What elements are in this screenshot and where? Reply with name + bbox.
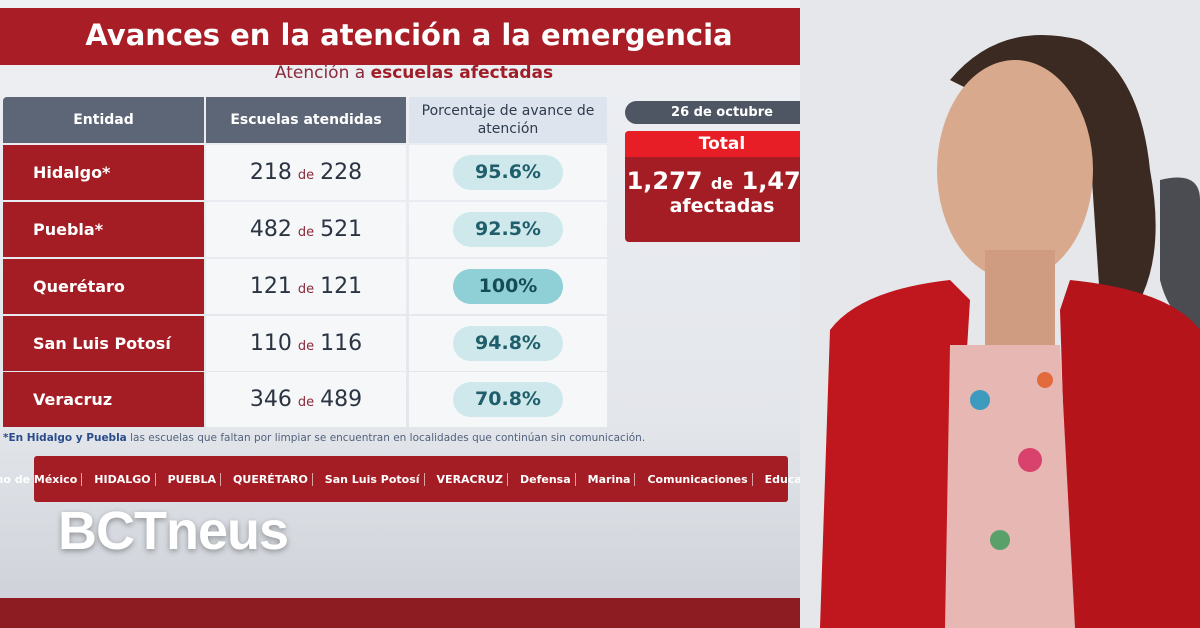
- bottom-strip: [0, 598, 830, 628]
- logo-item: Marina: [584, 472, 636, 486]
- schools-cell: 110 de 116: [206, 316, 406, 371]
- total-value: 489: [320, 387, 363, 412]
- total-label: Total: [625, 131, 819, 157]
- header-entidad: Entidad: [3, 97, 204, 143]
- percent-cell: 70.8%: [409, 372, 607, 427]
- neck-shape: [985, 250, 1055, 350]
- table-row: Querétaro 121 de 121 100%: [3, 259, 607, 314]
- total-value: 121: [320, 274, 363, 299]
- logo-item: Defensa: [516, 472, 576, 486]
- connector: de: [297, 395, 315, 410]
- logo-item: Comunicaciones: [643, 472, 753, 486]
- attended-value: 121: [249, 274, 292, 299]
- table-row: Hidalgo* 218 de 228 95.6%: [3, 145, 607, 200]
- footnote: *En Hidalgo y Puebla las escuelas que fa…: [3, 432, 645, 444]
- date-badge: 26 de octubre: [625, 101, 819, 124]
- presentation-screen: Avances en la atención a la emergencia A…: [0, 0, 868, 600]
- logo-item: HIDALGO: [90, 472, 156, 486]
- face-shape: [937, 60, 1093, 280]
- table-row: Veracruz 346 de 489 70.8%: [3, 372, 607, 427]
- entity-cell: Veracruz: [3, 372, 204, 427]
- total-value: 228: [320, 160, 363, 185]
- connector: de: [297, 282, 315, 297]
- connector: de: [297, 339, 315, 354]
- percent-cell: 92.5%: [409, 202, 607, 257]
- schools-cell: 121 de 121: [206, 259, 406, 314]
- total-value: 116: [320, 331, 363, 356]
- percent-pill: 92.5%: [453, 212, 563, 247]
- percent-pill: 70.8%: [453, 382, 563, 417]
- attended-value: 218: [249, 160, 292, 185]
- speaker-photo: [800, 0, 1200, 628]
- logo-item: San Luis Potosí: [321, 472, 425, 486]
- blazer-left: [820, 280, 970, 628]
- footnote-emphasis: *En Hidalgo y Puebla: [3, 432, 127, 444]
- logo-item: VERACRUZ: [433, 472, 509, 486]
- total-connector: de: [710, 174, 734, 193]
- header-escuelas: Escuelas atendidas: [206, 97, 406, 143]
- blazer-right: [1060, 280, 1200, 628]
- attended-value: 110: [249, 331, 292, 356]
- total-attended: 1,277: [626, 167, 703, 195]
- total-value: 521: [320, 217, 363, 242]
- entity-cell: Querétaro: [3, 259, 204, 314]
- table-row: Puebla* 482 de 521 92.5%: [3, 202, 607, 257]
- percent-pill: 94.8%: [453, 326, 563, 361]
- slide-subtitle: Atención a escuelas afectadas: [0, 63, 828, 83]
- logo-item: Gobierno de México: [0, 472, 83, 486]
- flag-shape: [1160, 177, 1200, 330]
- table-row: San Luis Potosí 110 de 116 94.8%: [3, 316, 607, 371]
- floral-blouse: [945, 345, 1075, 628]
- percent-pill: 100%: [453, 269, 563, 304]
- percent-cell: 100%: [409, 259, 607, 314]
- total-box: Total 1,277 de 1,475 afectadas: [625, 131, 819, 242]
- attended-value: 482: [249, 217, 292, 242]
- entity-cell: Puebla*: [3, 202, 204, 257]
- entity-cell: San Luis Potosí: [3, 316, 204, 371]
- schools-cell: 346 de 489: [206, 372, 406, 427]
- slide-title: Avances en la atención a la emergencia: [0, 8, 818, 65]
- logo-item: QUERÉTARO: [229, 472, 313, 486]
- footnote-text: las escuelas que faltan por limpiar se e…: [126, 432, 646, 444]
- subtitle-emphasis: escuelas afectadas: [370, 63, 554, 83]
- logo-strip: Gobierno de México HIDALGO PUEBLA QUERÉTARO…: [0, 456, 868, 502]
- logo-item: PUEBLA: [164, 472, 222, 486]
- schools-cell: 482 de 521: [206, 202, 406, 257]
- brand-watermark: BCTneus: [58, 501, 289, 561]
- header-porcentaje: Porcentaje de avance de atención: [409, 97, 607, 143]
- connector: de: [297, 168, 315, 183]
- percent-cell: 94.8%: [409, 316, 607, 371]
- total-values: 1,277 de 1,475: [625, 167, 819, 195]
- schools-cell: 218 de 228: [206, 145, 406, 200]
- subtitle-prefix: Atención a: [274, 63, 366, 83]
- attended-value: 346: [249, 387, 292, 412]
- total-caption: afectadas: [669, 195, 775, 217]
- percent-cell: 95.6%: [409, 145, 607, 200]
- entity-cell: Hidalgo*: [3, 145, 204, 200]
- percent-pill: 95.6%: [453, 155, 563, 190]
- connector: de: [297, 225, 315, 240]
